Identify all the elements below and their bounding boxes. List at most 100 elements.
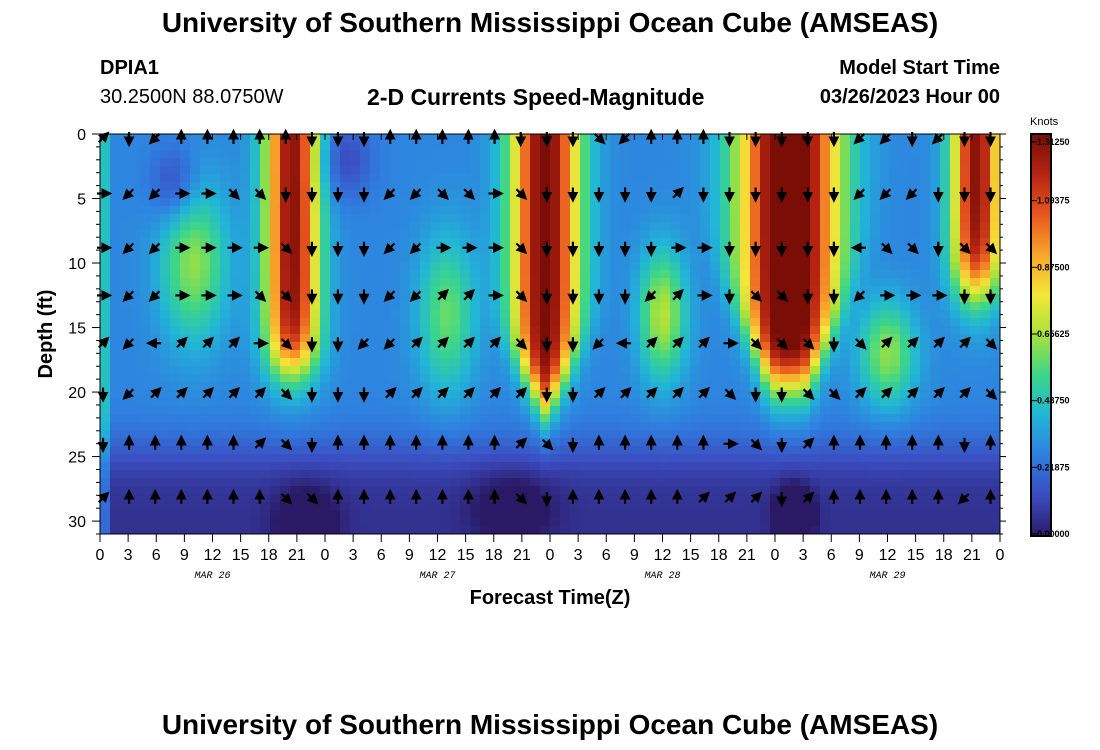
heatmap-cell: [530, 246, 541, 255]
heatmap-cell: [850, 310, 861, 319]
heatmap-cell: [660, 246, 671, 255]
heatmap-cell: [770, 262, 781, 271]
heatmap-cell: [950, 294, 961, 303]
heatmap-cell: [530, 174, 541, 183]
heatmap-cell: [850, 358, 861, 367]
heatmap-cell: [710, 310, 721, 319]
heatmap-cell: [670, 518, 681, 527]
heatmap-cell: [760, 390, 771, 399]
heatmap-cell: [200, 358, 211, 367]
heatmap-cell: [290, 494, 301, 503]
heatmap-cell: [510, 510, 521, 519]
heatmap-cell: [950, 182, 961, 191]
heatmap-cell: [470, 230, 481, 239]
heatmap-cell: [300, 166, 311, 175]
heatmap-cell: [270, 510, 281, 519]
heatmap-cell: [720, 238, 731, 247]
heatmap-cell: [620, 174, 631, 183]
heatmap-cell: [280, 166, 291, 175]
heatmap-cell: [950, 262, 961, 271]
heatmap-cell: [950, 518, 961, 527]
heatmap-cell: [770, 438, 781, 447]
heatmap-cell: [850, 414, 861, 423]
heatmap-cell: [340, 478, 351, 487]
current-arrow: [515, 188, 528, 201]
heatmap-cell: [940, 510, 951, 519]
current-arrow: [409, 188, 422, 201]
heatmap-cell: [590, 270, 601, 279]
heatmap-cell: [140, 334, 151, 343]
heatmap-cell: [900, 350, 911, 359]
heatmap-cell: [740, 206, 751, 215]
heatmap-cell: [670, 310, 681, 319]
heatmap-cell: [490, 454, 501, 463]
heatmap-cell: [630, 214, 641, 223]
heatmap-cell: [290, 134, 301, 143]
heatmap-cell: [460, 374, 471, 383]
heatmap-cell: [670, 502, 681, 511]
heatmap-cell: [470, 358, 481, 367]
heatmap-cell: [350, 238, 361, 247]
heatmap-cell: [720, 214, 731, 223]
heatmap-cell: [740, 286, 751, 295]
heatmap-cell: [700, 150, 711, 159]
heatmap-cell: [610, 478, 621, 487]
heatmap-cell: [970, 470, 981, 479]
heatmap-cell: [450, 166, 461, 175]
heatmap-cell: [760, 142, 771, 151]
heatmap-cell: [160, 230, 171, 239]
heatmap-cell: [130, 462, 141, 471]
heatmap-cell: [200, 142, 211, 151]
heatmap-cell: [460, 446, 471, 455]
heatmap-cell: [680, 438, 691, 447]
heatmap-cell: [660, 422, 671, 431]
heatmap-cell: [350, 214, 361, 223]
heatmap-cell: [490, 358, 501, 367]
x-tick-label: 0: [771, 547, 780, 564]
heatmap-cell: [910, 214, 921, 223]
heatmap-cell: [150, 422, 161, 431]
heatmap-cell: [810, 502, 821, 511]
heatmap-cell: [740, 462, 751, 471]
heatmap-cell: [670, 454, 681, 463]
heatmap-cell: [450, 254, 461, 263]
heatmap-cell: [840, 150, 851, 159]
heatmap-cell: [860, 478, 871, 487]
heatmap-cell: [510, 142, 521, 151]
heatmap-cell: [350, 262, 361, 271]
heatmap-cell: [700, 382, 711, 391]
heatmap-cell: [410, 230, 421, 239]
heatmap-cell: [870, 302, 881, 311]
heatmap-cell: [400, 214, 411, 223]
heatmap-cell: [670, 470, 681, 479]
heatmap-cell: [130, 526, 141, 534]
heatmap-cell: [820, 174, 831, 183]
heatmap-cell: [630, 438, 641, 447]
heatmap-cell: [540, 502, 551, 511]
heatmap-cell: [230, 398, 241, 407]
heatmap-cell: [280, 454, 291, 463]
heatmap-cell: [340, 150, 351, 159]
heatmap-cell: [380, 414, 391, 423]
heatmap-cell: [770, 518, 781, 527]
heatmap-cell: [190, 302, 201, 311]
heatmap-cell: [120, 198, 131, 207]
heatmap-cell: [900, 326, 911, 335]
heatmap-cell: [490, 526, 501, 534]
heatmap-cell: [820, 382, 831, 391]
heatmap-cell: [320, 294, 331, 303]
heatmap-cell: [880, 150, 891, 159]
heatmap-cell: [270, 134, 281, 143]
heatmap-cell: [420, 206, 431, 215]
heatmap-cell: [730, 214, 741, 223]
heatmap-cell: [260, 414, 271, 423]
heatmap-cell: [240, 430, 251, 439]
heatmap-cell: [220, 190, 231, 199]
heatmap-cell: [240, 302, 251, 311]
heatmap-cell: [620, 222, 631, 231]
heatmap-cell: [800, 150, 811, 159]
heatmap-cell: [180, 142, 191, 151]
heatmap-cell: [220, 254, 231, 263]
heatmap-cell: [640, 206, 651, 215]
heatmap-cell: [240, 526, 251, 534]
